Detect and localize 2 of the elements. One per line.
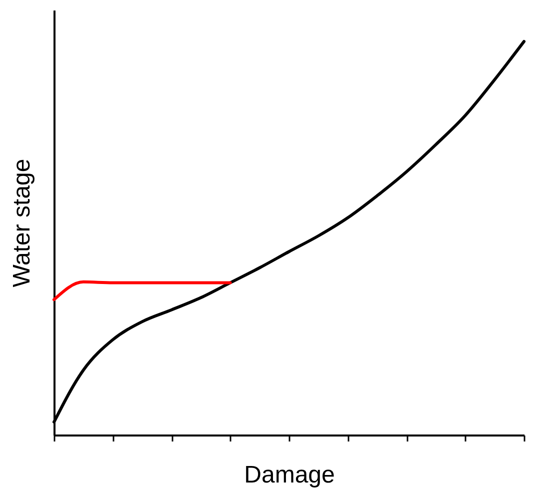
x-axis-title: Damage [244,462,335,488]
y-axis-title: Water stage [8,158,36,288]
